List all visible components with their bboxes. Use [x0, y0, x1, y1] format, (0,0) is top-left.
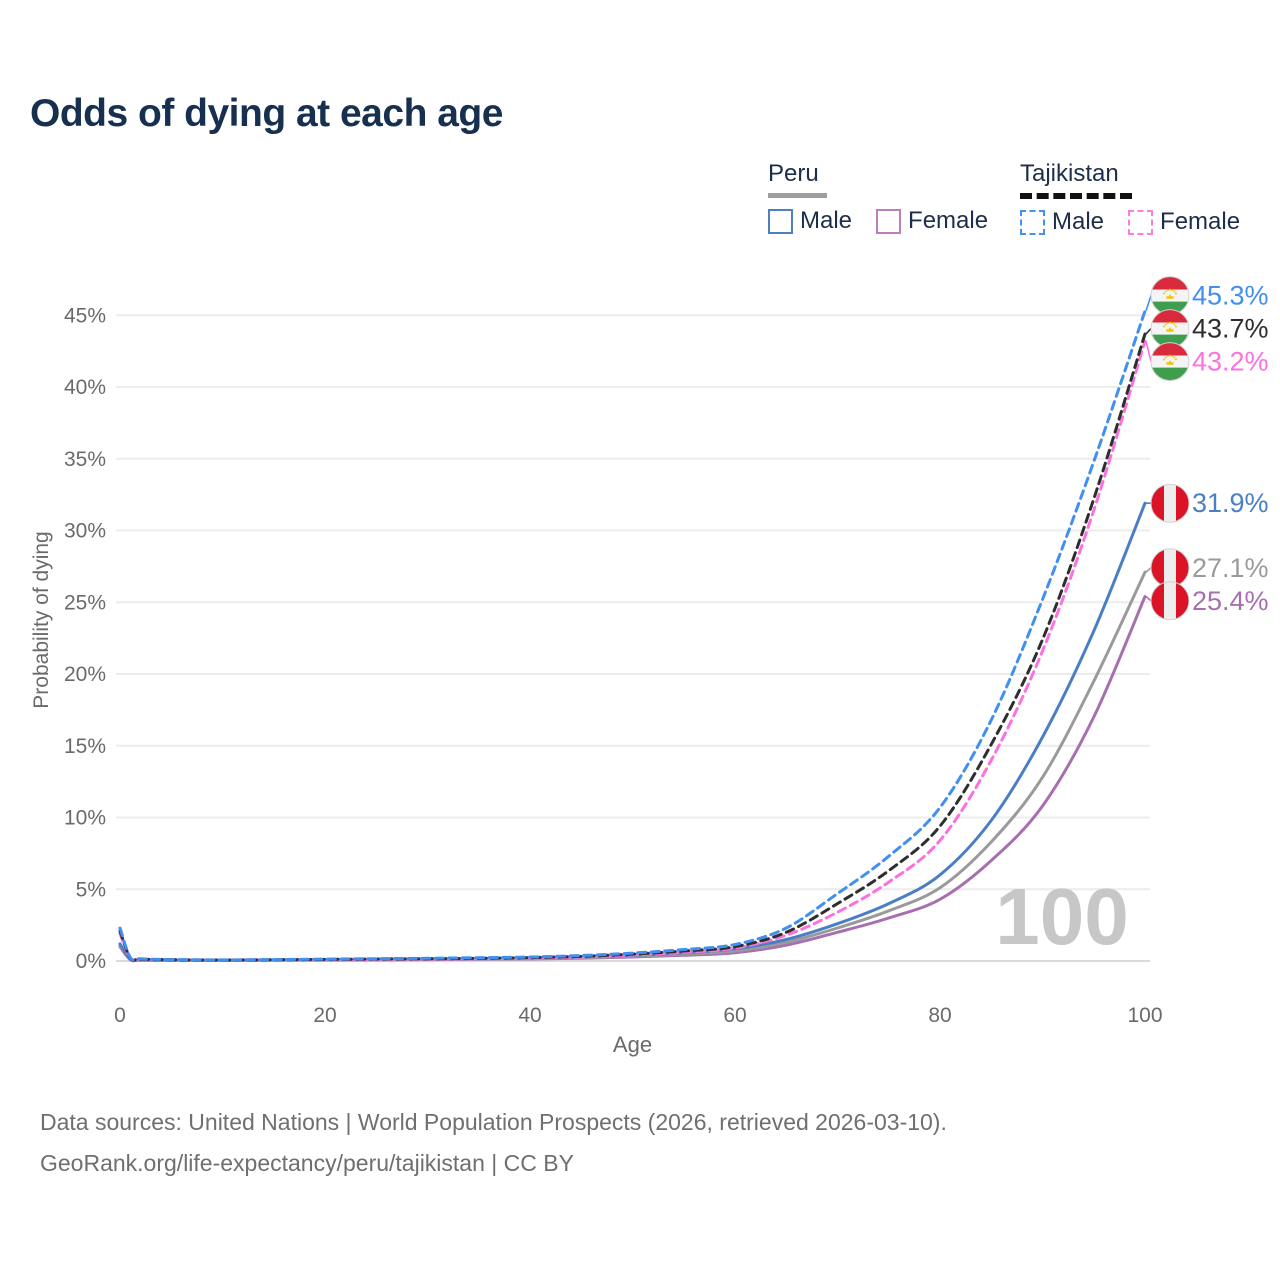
legend-group-peru: Peru Male Female	[768, 160, 1012, 235]
legend-items-tajikistan: Male Female	[1020, 208, 1264, 236]
x-tick-label: 80	[928, 1004, 951, 1027]
axis-layer: 0% 5% 10% 15% 20% 25% 30% 35% 40% 45% 0 20 40 60 80 100…	[30, 304, 1163, 1057]
y-tick-label: 25%	[64, 591, 106, 614]
x-tick-label: 100	[1127, 1004, 1162, 1027]
series-line-peru-female[interactable]	[118, 595, 1147, 963]
legend-country-tajikistan[interactable]: Tajikistan	[1020, 160, 1119, 187]
end-value-label: 25.4%	[1192, 586, 1269, 616]
end-value-label: 43.2%	[1192, 347, 1269, 377]
series-line-tajikistan-both-sexes[interactable]	[118, 332, 1147, 962]
legend-country-peru[interactable]: Peru	[768, 160, 819, 187]
line-chart[interactable]: 100 0% 5% 10% 15% 20% 25% 30% 35% 40% 45% 0 20 40 60 8…	[0, 0, 1280, 1080]
legend-swatch-tajikistan-male	[1020, 209, 1045, 235]
legend-item-label: Female	[908, 207, 989, 234]
y-tick-label: 30%	[64, 520, 106, 543]
legend-group-tajikistan: Tajikistan Male Female	[1020, 160, 1264, 236]
flag-icon-tajikistan	[1151, 343, 1189, 381]
series-layer	[118, 309, 1147, 963]
flag-icon-peru	[1151, 582, 1189, 620]
footer: Data sources: United Nations | World Pop…	[40, 1102, 947, 1184]
series-line-peru-male[interactable]	[118, 501, 1147, 963]
y-tick-label: 45%	[64, 304, 106, 327]
grid-layer	[116, 314, 1150, 962]
x-tick-label: 60	[723, 1004, 746, 1027]
end-value-label: 27.1%	[1192, 553, 1269, 583]
legend-item-tajikistan-female[interactable]: Female	[1128, 208, 1240, 236]
legend-item-tajikistan-male[interactable]: Male	[1020, 208, 1104, 236]
y-tick-label: 10%	[64, 807, 106, 830]
x-tick-label: 0	[114, 1004, 126, 1027]
flag-icon-peru	[1151, 549, 1189, 587]
y-tick-label: 35%	[64, 448, 106, 471]
legend-item-label: Male	[1052, 208, 1105, 235]
legend-line-sample-peru	[768, 193, 827, 198]
y-tick-label: 40%	[64, 376, 106, 399]
series-line-peru-both-sexes[interactable]	[118, 570, 1147, 963]
end-value-label: 45.3%	[1192, 281, 1269, 311]
legend-swatch-peru-male	[768, 208, 793, 234]
y-axis-title: Probability of dying	[30, 531, 53, 708]
legend-items-peru: Male Female	[768, 207, 1012, 235]
page-title: Odds of dying at each age	[30, 92, 503, 135]
end-value-label: 43.7%	[1192, 314, 1269, 344]
series-line-tajikistan-female[interactable]	[118, 339, 1147, 962]
flag-icon-tajikistan	[1151, 310, 1189, 348]
legend-line-sample-tajikistan	[1020, 193, 1132, 199]
x-axis-title: Age	[613, 1032, 652, 1057]
legend-item-label: Male	[800, 207, 853, 234]
x-tick-label: 40	[518, 1004, 541, 1027]
end-value-label: 31.9%	[1192, 488, 1269, 518]
legend-swatch-peru-female	[876, 208, 902, 234]
age-cursor-watermark: 100	[995, 872, 1128, 961]
x-tick-label: 20	[313, 1004, 336, 1027]
legend-item-peru-male[interactable]: Male	[768, 207, 852, 235]
y-tick-label: 5%	[76, 878, 106, 901]
flag-icon-peru	[1151, 484, 1189, 522]
legend-swatch-tajikistan-female	[1128, 209, 1154, 235]
series-line-tajikistan-male[interactable]	[118, 309, 1147, 962]
legend-item-label: Female	[1160, 208, 1241, 235]
y-tick-label: 0%	[76, 950, 106, 973]
attribution-line: GeoRank.org/life-expectancy/peru/tajikis…	[40, 1150, 574, 1176]
end-label-layer: 45.3%43.7%43.2% 31.9% 27.1%25.4%	[1145, 277, 1269, 620]
legend-item-peru-female[interactable]: Female	[876, 207, 988, 235]
flag-icon-tajikistan	[1151, 277, 1189, 315]
y-tick-label: 20%	[64, 663, 106, 686]
y-tick-label: 15%	[64, 735, 106, 758]
data-sources-line: Data sources: United Nations | World Pop…	[40, 1109, 947, 1135]
